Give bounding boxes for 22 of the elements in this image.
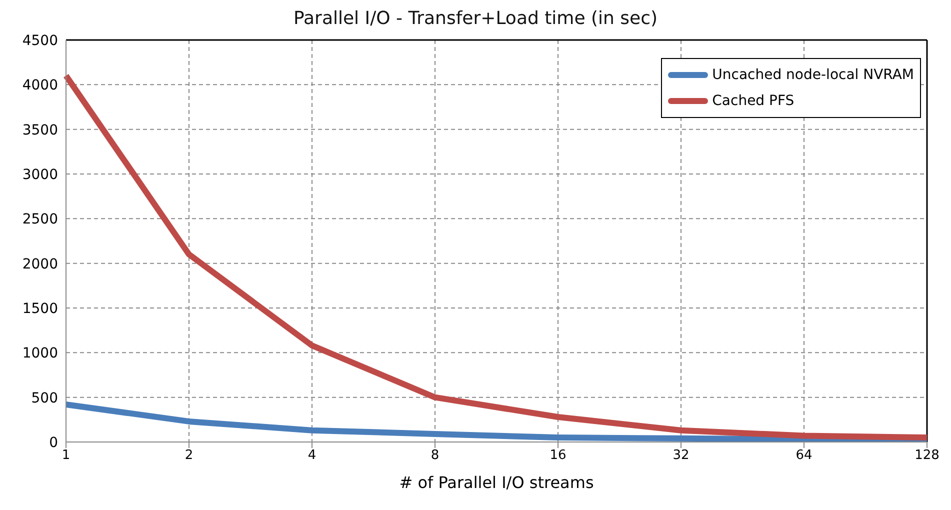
y-tick-label: 3500 [22, 122, 58, 138]
y-tick-label: 2000 [22, 256, 58, 272]
y-tick-label: 0 [49, 434, 58, 451]
y-tick-label: 4000 [22, 78, 58, 94]
x-tick-label: 16 [550, 448, 566, 464]
x-tick-label: 1 [62, 448, 70, 464]
y-tick-label: 4500 [22, 32, 58, 49]
x-tick-label: 8 [430, 448, 440, 464]
x-tick-label: 4 [308, 448, 316, 464]
x-tick-label: 64 [796, 448, 812, 464]
x-tick-label: 128 [914, 448, 940, 464]
y-tick-label: 1500 [22, 300, 58, 317]
chart-title: Parallel I/O - Transfer+Load time (in sec) [292, 8, 659, 29]
x-tick-label: 2 [184, 448, 194, 464]
y-tick-label: 2500 [22, 212, 58, 228]
legend-label: Cached PFS [712, 93, 794, 109]
x-tick-label: 32 [672, 448, 690, 464]
y-tick-label: 500 [31, 390, 58, 406]
y-tick-label: 3000 [22, 166, 58, 183]
y-tick-label: 1000 [22, 346, 58, 362]
legend-label: Uncached node-local NVRAM [712, 67, 914, 83]
x-axis-title: # of Parallel I/O streams [399, 473, 594, 492]
